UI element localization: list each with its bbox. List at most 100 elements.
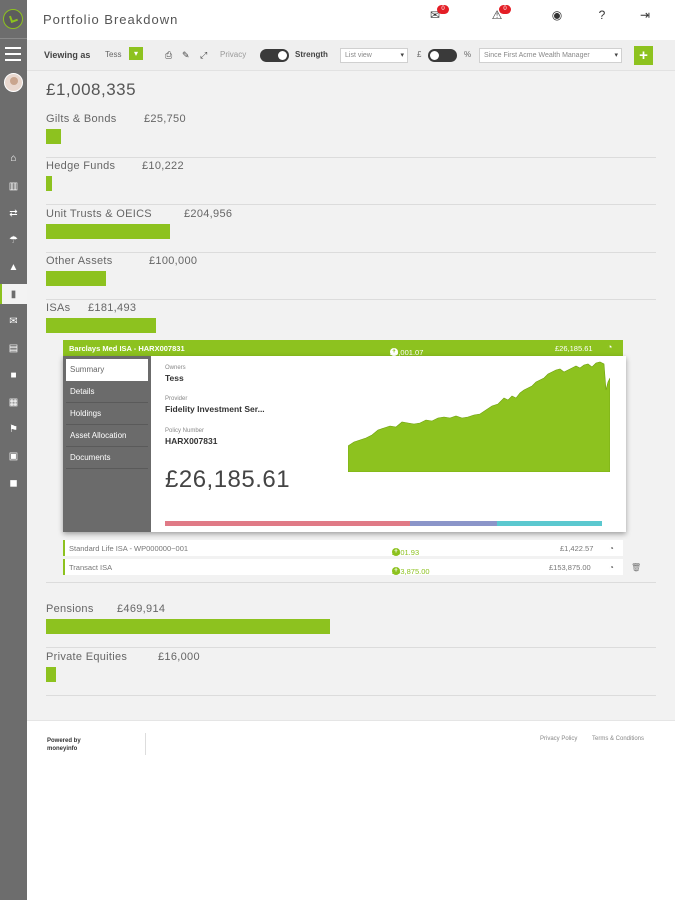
provider-label: Provider	[165, 396, 188, 402]
sub-account-value: £1,422.57	[560, 544, 594, 553]
briefcase-icon[interactable]: ◼	[9, 477, 18, 489]
asset-name: Gilts & Bonds	[46, 113, 117, 125]
expand-icon[interactable]: ⤢	[200, 50, 208, 60]
sub-account-name: Standard Life ISA - WP000000~001	[69, 544, 189, 553]
print-icon[interactable]: ⎙	[165, 50, 173, 60]
asset-value: £16,000	[158, 651, 200, 663]
flag-icon[interactable]: ⚑	[9, 423, 18, 435]
messages-badge: 0	[437, 5, 449, 14]
asset-name: Private Equities	[46, 651, 128, 663]
terms-link[interactable]: Terms & Conditions	[592, 736, 645, 742]
isa-header-value: £26,185.61	[555, 344, 593, 353]
feed-icon[interactable]: ◔	[609, 544, 614, 553]
pin-icon[interactable]: ✎	[182, 50, 190, 60]
asset-value: £204,956	[184, 208, 233, 220]
portfolio-chart-icon[interactable]: ▮	[0, 284, 27, 304]
card-tabs: Summary Details Holdings Asset Allocatio…	[63, 356, 151, 532]
asset-name: Unit Trusts & OEICS	[46, 208, 152, 220]
powered-by-line2: moneyinfo	[47, 746, 78, 752]
performance-chart	[348, 361, 610, 472]
asset-row[interactable]: Other Assets £100,000	[46, 253, 656, 300]
privacy-label: Privacy	[220, 50, 247, 59]
logo-icon[interactable]	[3, 9, 23, 29]
page-title: Portfolio Breakdown	[43, 12, 179, 27]
footer: Powered by moneyinfo Privacy Policy Term…	[27, 720, 675, 900]
trash-icon[interactable]: 🗑	[631, 563, 642, 572]
menu-icon[interactable]	[5, 47, 21, 61]
bank-icon[interactable]: ▥	[8, 180, 19, 192]
logout-icon[interactable]: ⇥	[639, 8, 651, 22]
tab-details[interactable]: Details	[66, 381, 148, 403]
asset-row[interactable]: Hedge Funds £10,222	[46, 158, 656, 205]
allocation-segment	[410, 521, 497, 526]
dashboard-icon[interactable]: ⌂	[10, 152, 17, 164]
mail-icon[interactable]: ✉	[9, 315, 18, 327]
asset-bar	[46, 667, 56, 682]
asset-row[interactable]: Pensions £469,914	[46, 601, 656, 648]
period-select[interactable]: Since First Acme Wealth Manager	[479, 48, 622, 63]
percent-label: %	[464, 50, 472, 59]
asset-bar	[46, 176, 52, 191]
powered-by-line1: Powered by	[47, 738, 81, 744]
asset-row[interactable]: Unit Trusts & OEICS £204,956	[46, 206, 656, 253]
asset-row-isas[interactable]: ISAs £181,493	[46, 300, 656, 583]
toolbar: Viewing as Tess ▾ ⎙ ✎ ⤢ Privacy Strength…	[27, 40, 675, 71]
policy-label: Policy Number	[165, 428, 205, 434]
sidebar-divider	[0, 38, 27, 39]
feed-icon[interactable]: ◔	[607, 342, 613, 352]
add-button[interactable]: +	[634, 46, 653, 65]
asset-name: Pensions	[46, 603, 94, 615]
isa-sub-account-row[interactable]: Standard Life ISA - WP000000~001 + £501.9…	[63, 540, 623, 557]
viewing-as-value[interactable]: Tess	[105, 50, 122, 59]
asset-value: £10,222	[142, 160, 184, 172]
sidebar: ⌂ ▥ ⇄ ☂ ▲ ▮ ✉ ▤ ■ ▦ ⚑ ▣ ◼	[0, 0, 27, 900]
isa-sub-account-row[interactable]: Transact ISA + £53,875.00 £153,875.00 ◔ 🗑	[63, 559, 641, 576]
asset-value: £100,000	[149, 255, 198, 267]
isa-account-name: Barclays Med ISA - HARX007831	[69, 344, 185, 353]
alerts-badge: 0	[499, 5, 511, 14]
powered-by: Powered by moneyinfo	[47, 737, 81, 753]
asset-value: £181,493	[88, 302, 137, 314]
footer-divider	[145, 733, 146, 755]
tab-summary[interactable]: Summary	[66, 359, 148, 381]
property-icon[interactable]: ▲	[8, 261, 19, 273]
sub-account-value: £153,875.00	[549, 563, 591, 572]
diary-icon[interactable]: ▣	[8, 450, 19, 462]
currency-percent-toggle[interactable]	[428, 49, 457, 62]
tab-holdings[interactable]: Holdings	[66, 403, 148, 425]
asset-value: £469,914	[117, 603, 166, 615]
asset-bar	[46, 224, 170, 239]
view-select[interactable]: List view	[340, 48, 408, 63]
provider-value: Fidelity Investment Ser...	[165, 404, 265, 414]
plus-circle-icon: +	[392, 567, 400, 575]
messages-icon[interactable]: ✉ 0	[426, 5, 449, 22]
transfer-icon[interactable]: ⇄	[9, 207, 18, 219]
tab-documents[interactable]: Documents	[66, 447, 148, 469]
privacy-toggle[interactable]	[260, 49, 289, 62]
asset-bar	[46, 271, 106, 286]
asset-bar	[46, 318, 156, 333]
currency-label: £	[417, 50, 422, 59]
calendar-icon[interactable]: ▦	[8, 396, 19, 408]
asset-name: Other Assets	[46, 255, 113, 267]
viewing-as-dropdown-icon[interactable]: ▾	[129, 47, 143, 60]
owners-value: Tess	[165, 373, 184, 383]
isa-contribution-value: £6,001.07	[390, 348, 424, 357]
isa-amount: £26,185.61	[165, 466, 291, 493]
feed-icon[interactable]: ◔	[609, 563, 614, 572]
asset-row[interactable]: Private Equities £16,000	[46, 649, 656, 696]
alerts-icon[interactable]: ⚠ 0	[488, 5, 511, 22]
asset-bar	[46, 129, 61, 144]
isa-header-row[interactable]: Barclays Med ISA - HARX007831 + £6,001.07…	[63, 340, 623, 357]
umbrella-icon[interactable]: ☂	[9, 234, 18, 246]
asset-row[interactable]: Gilts & Bonds £25,750	[46, 111, 656, 158]
owners-label: Owners	[165, 365, 186, 371]
main-content: £1,008,335 Gilts & Bonds £25,750 Hedge F…	[27, 71, 675, 720]
avatar[interactable]	[4, 73, 23, 92]
tab-asset-allocation[interactable]: Asset Allocation	[66, 425, 148, 447]
document-icon[interactable]: ▤	[8, 342, 19, 354]
user-icon[interactable]: ◉	[551, 8, 563, 22]
video-icon[interactable]: ■	[10, 369, 17, 381]
help-icon[interactable]: ?	[598, 8, 606, 22]
privacy-policy-link[interactable]: Privacy Policy	[540, 736, 578, 742]
